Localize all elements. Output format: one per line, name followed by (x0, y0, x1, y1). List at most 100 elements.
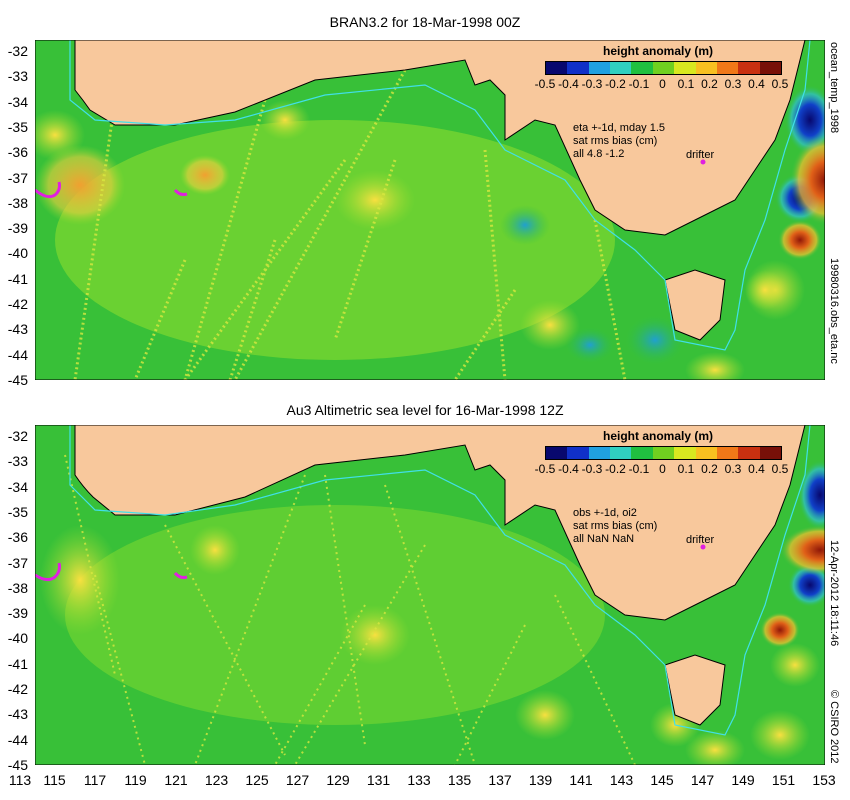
y-tick-label: -32 (7, 428, 28, 444)
colorbar (545, 61, 782, 75)
legend-title: height anomaly (m) (603, 429, 714, 443)
y-tick-label: -44 (7, 731, 28, 748)
drifter-marker (700, 159, 706, 165)
anomaly-patch (515, 690, 575, 740)
y-tick-label: -44 (7, 346, 28, 363)
drifter-label: drifter (686, 534, 715, 546)
anomaly-patch (750, 710, 810, 760)
panel-1-info: eta +-1d, mday 1.5 sat rms bias (cm) all… (573, 122, 665, 161)
anomaly-patch (685, 730, 745, 765)
anomaly-patch (65, 505, 605, 725)
info-line: sat rms bias (cm) (573, 520, 658, 532)
y-tick-label: -43 (7, 706, 28, 723)
colorbar-swatch (695, 62, 717, 74)
x-axis: 113 115 117 119 121 123 125 127 129 131 133 135 137 1… (0, 772, 850, 792)
x-tick-label: 131 (366, 772, 391, 788)
y-tick-label: -38 (7, 579, 28, 596)
panel-2-info: obs +-1d, oi2 sat rms bias (cm) all NaN … (573, 507, 657, 546)
x-tick-label: 123 (204, 772, 229, 788)
y-tick-label: -38 (7, 194, 28, 211)
colorbar-swatch (546, 62, 568, 74)
coastline (664, 654, 726, 726)
eddy-warm (778, 220, 822, 260)
y-tick-label: -45 (7, 757, 28, 773)
colorbar-tick-label: -0.1 (628, 462, 650, 476)
colorbar-swatch (652, 62, 675, 74)
side-label-right: ocean_temp_1998 (828, 42, 840, 134)
colorbar-swatch (631, 62, 653, 74)
colorbar-tick-label: 0.5 (771, 462, 789, 476)
colorbar-swatch (674, 447, 696, 459)
drifter-track (35, 181, 61, 199)
y-tick-label: -35 (7, 503, 28, 520)
australia-land (75, 425, 805, 620)
anomaly-patch (625, 315, 685, 365)
y-tick-label: -40 (7, 245, 28, 262)
colorbar-swatch (652, 447, 675, 459)
info-line: all NaN NaN (573, 533, 635, 545)
coastline (664, 269, 726, 341)
anomaly-patch (190, 525, 240, 575)
colorbar-tick-label: -0.3 (581, 462, 603, 476)
colorbar-swatch (716, 447, 739, 459)
colorbar-tick-label: 0 (659, 77, 666, 91)
colorbar-tick-label: 0.1 (677, 77, 695, 91)
anomaly-patch (500, 205, 550, 245)
satellite-tracks (73, 69, 627, 380)
x-tick-label: 153 (812, 772, 836, 788)
colorbar-ticks: -0.5 -0.4 -0.3 -0.2 -0.1 0 0.1 0.2 0.3 0.4 0.5 (530, 462, 795, 476)
eddy-warm (790, 135, 825, 225)
x-tick-label: 115 (43, 772, 66, 788)
colorbar-tick-label: -0.5 (534, 462, 556, 476)
x-tick-label: 149 (731, 772, 755, 788)
colorbar-swatch (759, 62, 781, 74)
colorbar-tick-label: 0.1 (677, 462, 695, 476)
x-tick-label: 125 (245, 772, 269, 788)
y-tick-label: -34 (7, 478, 28, 495)
coastline (74, 425, 806, 621)
y-tick-label: -41 (7, 655, 28, 672)
australia-land (75, 40, 805, 235)
y-tick-label: -33 (7, 68, 28, 85)
info-line: eta +-1d, mday 1.5 (573, 122, 666, 134)
colorbar-ticks: -0.5 -0.4 -0.3 -0.2 -0.1 0 0.1 0.2 0.3 0.4 0.5 (530, 77, 795, 91)
panel-2-y-axis: -32 -33 -34 -35 -36 -37 -38 -39 -40 -41 -42 -43 -44 -… (0, 425, 34, 773)
y-tick-label: -33 (7, 453, 28, 470)
colorbar-tick-label: -0.2 (605, 77, 626, 91)
panel-1-title: BRAN3.2 for 18-Mar-1998 00Z (329, 14, 521, 30)
legend-title: height anomaly (m) (603, 44, 714, 58)
x-tick-label: 141 (569, 772, 593, 788)
x-tick-label: 143 (609, 772, 634, 788)
colorbar-swatch (610, 447, 632, 459)
y-tick-label: -43 (7, 321, 28, 338)
anomaly-patch (35, 145, 125, 225)
eddy-warm (780, 525, 825, 575)
coastline (74, 40, 806, 236)
colorbar-tick-label: 0.4 (748, 462, 765, 476)
colorbar-swatch (695, 447, 717, 459)
shelf-contour (69, 425, 811, 736)
drifter-track (173, 188, 188, 196)
colorbar-tick-label: -0.3 (581, 77, 603, 91)
x-tick-label: 127 (285, 772, 310, 788)
x-tick-label: 121 (164, 772, 188, 788)
colorbar-tick-label: 0.3 (724, 462, 742, 476)
colorbar-swatch (567, 62, 589, 74)
colorbar-swatch (588, 62, 611, 74)
drifter-track (35, 562, 61, 582)
info-line: sat rms bias (cm) (573, 135, 658, 147)
info-line: obs +-1d, oi2 (573, 507, 637, 519)
y-tick-label: -32 (7, 43, 28, 59)
y-tick-label: -35 (7, 118, 28, 135)
side-label-lower: 19980316.obs_eta.nc (828, 258, 840, 364)
x-tick-label: 137 (488, 772, 512, 788)
y-tick-label: -42 (7, 681, 28, 698)
anomaly-patch (520, 300, 580, 350)
anomaly-patch (35, 110, 85, 160)
satellite-tracks (64, 454, 636, 765)
x-tick-label: 119 (124, 772, 147, 788)
anomaly-patch (745, 270, 785, 310)
tasmania-land (665, 655, 725, 725)
y-tick-label: -39 (7, 605, 28, 622)
colorbar-swatch (716, 62, 739, 74)
